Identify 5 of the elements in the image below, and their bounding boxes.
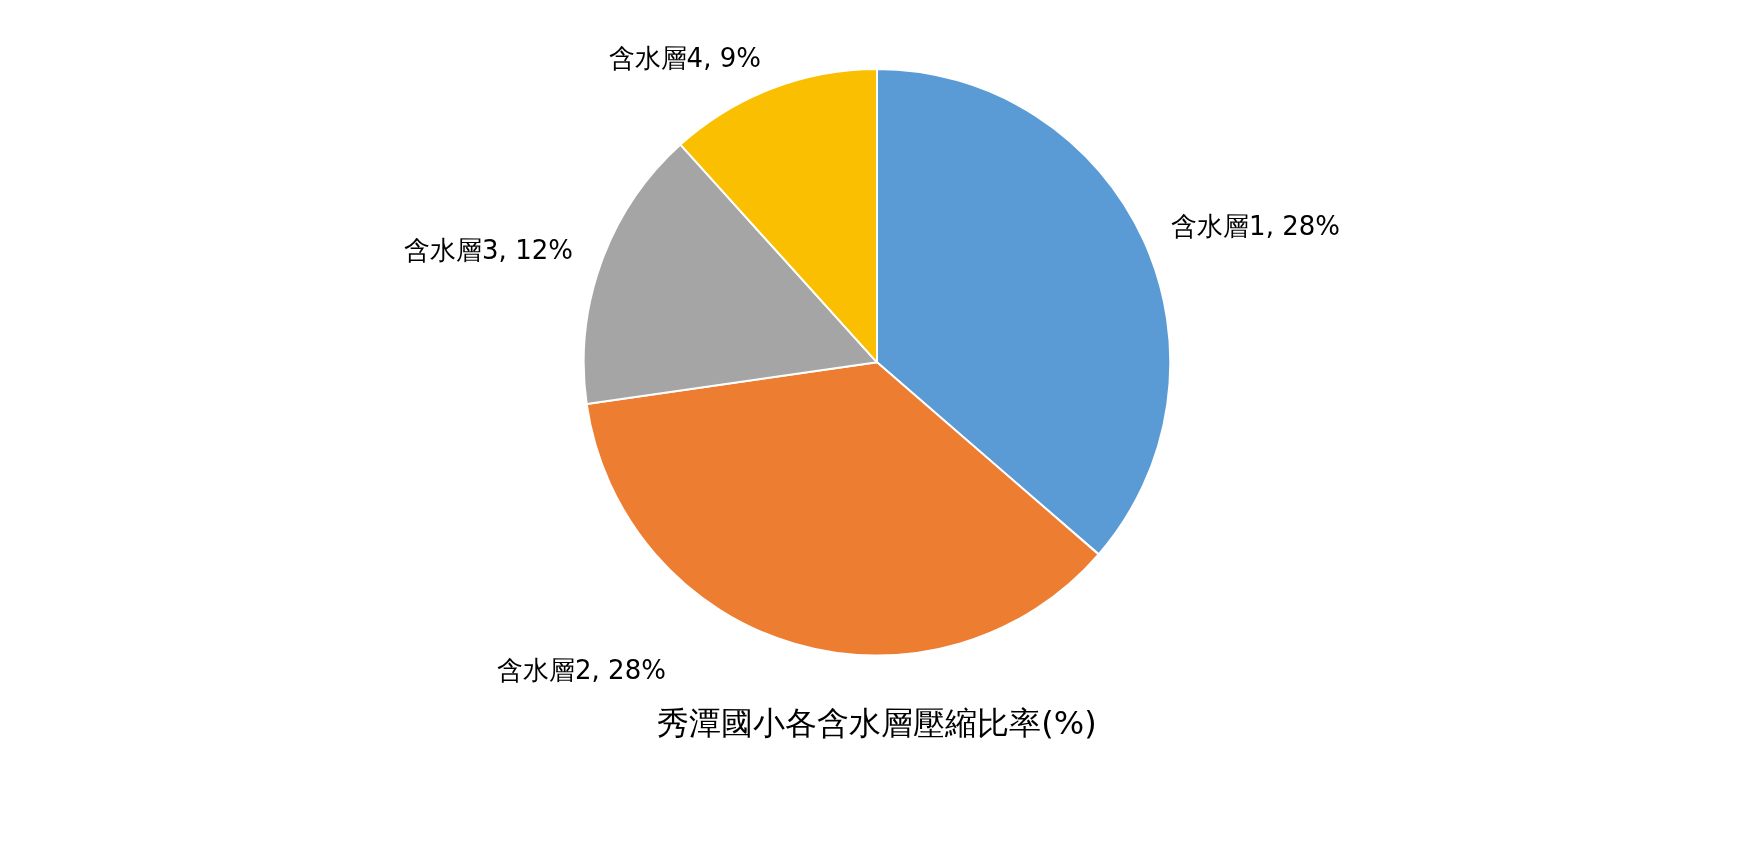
slice-label: 含水層3, 12%: [404, 235, 573, 266]
slice-label: 含水層4, 9%: [608, 43, 761, 74]
slice-label: 含水層2, 28%: [497, 655, 666, 686]
slice-label: 含水層1, 28%: [1171, 210, 1340, 241]
text: 秀潭國小各含水層壓縮比率(%): [657, 704, 1097, 743]
